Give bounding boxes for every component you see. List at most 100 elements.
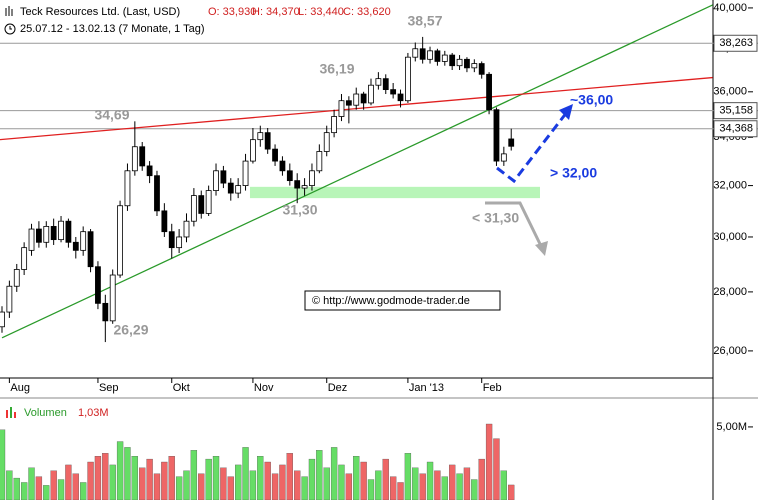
candle-body	[146, 165, 153, 177]
volume-bar	[367, 479, 375, 500]
volume-bar	[6, 470, 13, 500]
volume-bar	[257, 456, 264, 500]
candle-body	[500, 153, 507, 162]
y-tick-label: 5,00M	[716, 421, 747, 433]
candle-body	[272, 148, 278, 162]
candle-body	[375, 78, 382, 86]
candle-body	[294, 180, 301, 189]
price-annotation: 31,30	[282, 202, 317, 218]
volume-bar	[212, 456, 220, 500]
copyright: © http://www.godmode-trader.de	[312, 295, 470, 307]
volume-bar	[87, 461, 94, 500]
volume-bar	[28, 467, 35, 500]
candle-body	[279, 160, 286, 172]
volume-bar	[116, 441, 124, 500]
candle-body	[404, 56, 411, 102]
level-box	[713, 102, 758, 120]
candle-body	[323, 132, 330, 152]
candle-body	[434, 50, 441, 62]
candle-body	[242, 160, 249, 186]
target-label: ~36,00	[570, 92, 613, 108]
volume-bar	[242, 447, 249, 500]
candle-body	[368, 84, 374, 104]
volume-bar	[168, 456, 175, 500]
trendline	[1, 4, 713, 339]
volume-bar	[220, 467, 227, 500]
ohlc-label: O: 33,930	[208, 6, 256, 18]
candle-body	[316, 151, 323, 172]
candle-body	[80, 231, 87, 251]
icon	[5, 6, 13, 16]
volume-bar	[463, 467, 471, 500]
price-annotation: 36,19	[319, 61, 354, 77]
volume-bar	[471, 479, 478, 500]
volume-bar	[175, 476, 183, 500]
candle-body	[227, 182, 234, 194]
arrow-head	[535, 241, 548, 256]
candle-body	[220, 170, 227, 184]
ohlc-label: H: 34,370	[252, 6, 300, 18]
candle-body	[109, 274, 116, 322]
candle-body	[353, 93, 360, 106]
candle-body	[441, 54, 448, 62]
y-tick-label: 36,000	[713, 86, 747, 98]
x-tick-label: Nov	[254, 382, 274, 394]
volume-bar	[308, 458, 316, 500]
level-label: 35,158	[719, 105, 753, 117]
volume-bar	[389, 476, 397, 500]
candle-body	[0, 311, 5, 328]
volume-bar	[500, 470, 507, 500]
volume-bar	[419, 473, 426, 500]
candle-body	[397, 93, 404, 102]
candle-body	[168, 231, 175, 249]
candle-body	[87, 231, 94, 268]
volume-bar	[449, 464, 456, 500]
candle-body	[58, 220, 64, 241]
candle-body	[235, 185, 242, 194]
volume-bar	[80, 482, 87, 500]
price-annotation: 38,57	[407, 13, 442, 29]
y-tick-label: 26,000	[713, 345, 747, 357]
price-annotation: 26,29	[113, 322, 148, 338]
volume-bar	[493, 438, 500, 500]
volume-bar	[227, 476, 234, 500]
volume-bar	[65, 464, 72, 500]
candle-body	[161, 210, 168, 233]
candle-body	[286, 170, 293, 182]
volume-bar	[131, 456, 138, 500]
volume-bar	[72, 473, 79, 500]
volume-bar	[301, 476, 308, 500]
volume-bar	[161, 461, 168, 500]
arrow-head	[559, 104, 573, 120]
candle-body	[390, 89, 397, 95]
candle-body	[13, 269, 20, 287]
candle-body	[345, 100, 352, 106]
candle-body	[6, 285, 13, 313]
candle-body	[456, 58, 463, 67]
candle-body	[250, 139, 256, 162]
candle-body	[257, 132, 264, 141]
candle-body	[95, 266, 101, 304]
volume-bar	[360, 461, 367, 500]
volume-bar	[198, 473, 205, 500]
candle-body	[427, 50, 433, 60]
x-tick-label: Jan '13	[409, 382, 444, 394]
volume-bar	[13, 477, 20, 500]
target-label: > 32,00	[550, 165, 597, 181]
candle-body	[117, 205, 123, 276]
volume-bar	[397, 482, 404, 500]
candle-body	[301, 185, 308, 189]
candle-body	[419, 48, 426, 60]
volume-bar	[57, 479, 65, 500]
candle-body	[486, 73, 492, 111]
volume-bar	[404, 453, 412, 500]
volume-bar	[235, 464, 242, 500]
x-tick-label: Aug	[10, 382, 30, 394]
candle-body	[176, 236, 183, 249]
volume-bar	[434, 470, 441, 500]
x-tick-label: Feb	[483, 382, 502, 394]
candle-body	[36, 228, 42, 243]
volume-bar	[345, 473, 353, 500]
volume-bar	[271, 473, 279, 500]
projection-down	[485, 201, 543, 247]
